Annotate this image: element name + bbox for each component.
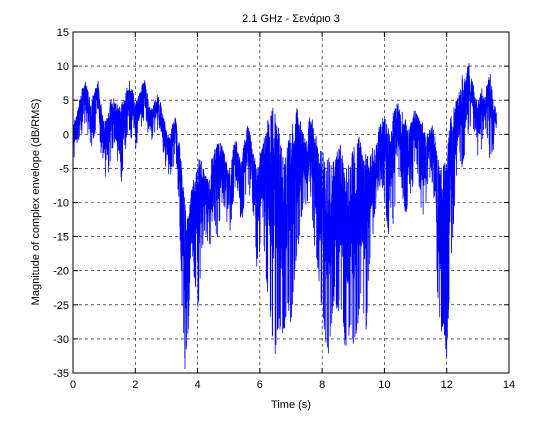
y-tick-label: -10 [53,198,69,210]
y-tick-label: -15 [53,232,69,244]
x-tick-label: 4 [195,379,201,391]
chart-title: 2.1 GHz - Σενάριο 3 [242,13,340,25]
y-tick-label: -25 [53,300,69,312]
y-tick-label: -30 [53,334,69,346]
y-tick-label: -35 [53,368,69,380]
y-tick-label: 15 [57,27,69,39]
x-tick-label: 0 [70,379,76,391]
series-line [72,62,497,370]
x-tick-label: 12 [441,379,453,391]
x-tick-label: 10 [378,379,390,391]
y-tick-label: 5 [63,95,69,107]
y-tick-label: 0 [63,129,69,141]
x-tick-label: 2 [132,379,138,391]
x-tick-label: 6 [257,379,263,391]
y-axis-label: Magnitude of complex envelope (dB/RMS) [30,99,42,306]
y-tick-label: 10 [57,61,69,73]
x-tick-label: 14 [503,379,515,391]
y-tick-label: -20 [53,266,69,278]
y-axis-ticks: 15 10 5 0 -5 -10 -15 -20 -25 -30 -35 [53,27,509,380]
x-axis-ticks: 0 2 4 6 8 10 12 14 [70,32,515,391]
series-layer [72,62,497,370]
x-tick-label: 8 [319,379,325,391]
x-axis-label: Time (s) [271,399,311,411]
y-tick-label: -5 [59,163,69,175]
